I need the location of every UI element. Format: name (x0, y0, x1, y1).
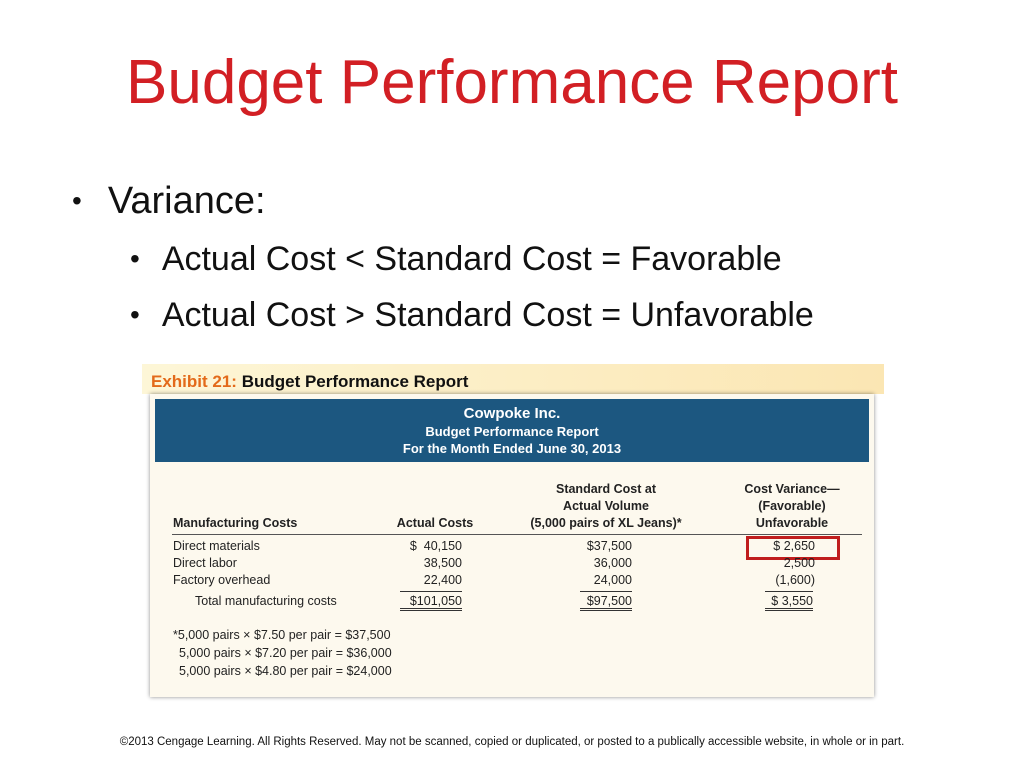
cell-standard-total: $97,500 (580, 591, 632, 611)
report-period: For the Month Ended June 30, 2013 (402, 441, 622, 456)
cell-actual-total: $101,050 (400, 591, 462, 611)
exhibit-caption-bar: Exhibit 21: Budget Performance Report (142, 364, 884, 394)
exhibit-title: Budget Performance Report (241, 372, 469, 391)
col-header-line: Actual Volume (563, 499, 649, 513)
bullet-dot-icon: • (72, 185, 82, 216)
cell-standard-direct-labor: 36,000 (593, 556, 632, 570)
exhibit-panel: Cowpoke Inc. Budget Performance Report F… (150, 394, 874, 697)
bullet-variance: • Variance: (72, 182, 814, 220)
copyright-footer: ©2013 Cengage Learning. All Rights Reser… (119, 736, 905, 748)
bullet-dot-icon: • (130, 299, 140, 330)
bullet-dot-icon: • (130, 243, 140, 274)
col-header-line: (Favorable) (758, 499, 826, 513)
row-label-direct-materials: Direct materials (173, 539, 260, 553)
exhibit-number: Exhibit 21: (151, 372, 237, 391)
col-header-line: Unfavorable (755, 516, 829, 530)
sub-bullet-unfavorable: • Actual Cost > Standard Cost = Unfavora… (130, 298, 814, 332)
footnote-line: 5,000 pairs × $4.80 per pair = $24,000 (179, 664, 392, 678)
report-name: Budget Performance Report (425, 424, 599, 439)
row-label-direct-labor: Direct labor (173, 556, 237, 570)
header-rule (172, 534, 862, 535)
cell-standard-direct-materials: $37,500 (586, 539, 632, 553)
footnote-line: 5,000 pairs × $7.20 per pair = $36,000 (179, 646, 392, 660)
bullet-list: • Variance: • Actual Cost < Standard Cos… (72, 182, 814, 332)
report-header: Cowpoke Inc. Budget Performance Report F… (155, 399, 869, 462)
sub-bullet-favorable: • Actual Cost < Standard Cost = Favorabl… (130, 242, 814, 276)
col-header-line: Standard Cost at (555, 482, 656, 496)
row-label-total: Total manufacturing costs (195, 594, 337, 608)
footnote-line: *5,000 pairs × $7.50 per pair = $37,500 (173, 628, 391, 642)
col-header-cost-variance: Cost Variance— (Favorable) Unfavorable (722, 481, 862, 532)
cell-variance-direct-materials: $ 2,650 (773, 539, 815, 553)
cell-standard-factory-overhead: 24,000 (593, 573, 632, 587)
company-name: Cowpoke Inc. (463, 405, 561, 422)
slide-title: Budget Performance Report (126, 48, 898, 117)
cell-variance-factory-overhead: (1,600) (775, 573, 815, 587)
sub-bullet-text: Actual Cost < Standard Cost = Favorable (161, 240, 782, 278)
col-header-manufacturing-costs: Manufacturing Costs (173, 516, 298, 530)
cell-actual-factory-overhead: 22,400 (423, 573, 462, 587)
col-header-actual-costs: Actual Costs (396, 516, 474, 530)
bullet-text: Variance: (107, 180, 266, 222)
cell-variance-total: $ 3,550 (765, 591, 813, 611)
cell-actual-direct-labor: 38,500 (423, 556, 462, 570)
col-header-line: (5,000 pairs of XL Jeans)* (530, 516, 682, 530)
col-header-line: Cost Variance— (744, 482, 840, 496)
row-label-factory-overhead: Factory overhead (173, 573, 271, 587)
exhibit-caption: Exhibit 21: Budget Performance Report (151, 372, 468, 392)
col-header-standard-cost: Standard Cost at Actual Volume (5,000 pa… (506, 481, 706, 532)
sub-bullet-text: Actual Cost > Standard Cost = Unfavorabl… (161, 296, 814, 334)
cell-variance-direct-labor: 2,500 (783, 556, 815, 570)
cell-actual-direct-materials: $ 40,150 (409, 539, 462, 553)
variance-highlight-box (746, 536, 840, 560)
